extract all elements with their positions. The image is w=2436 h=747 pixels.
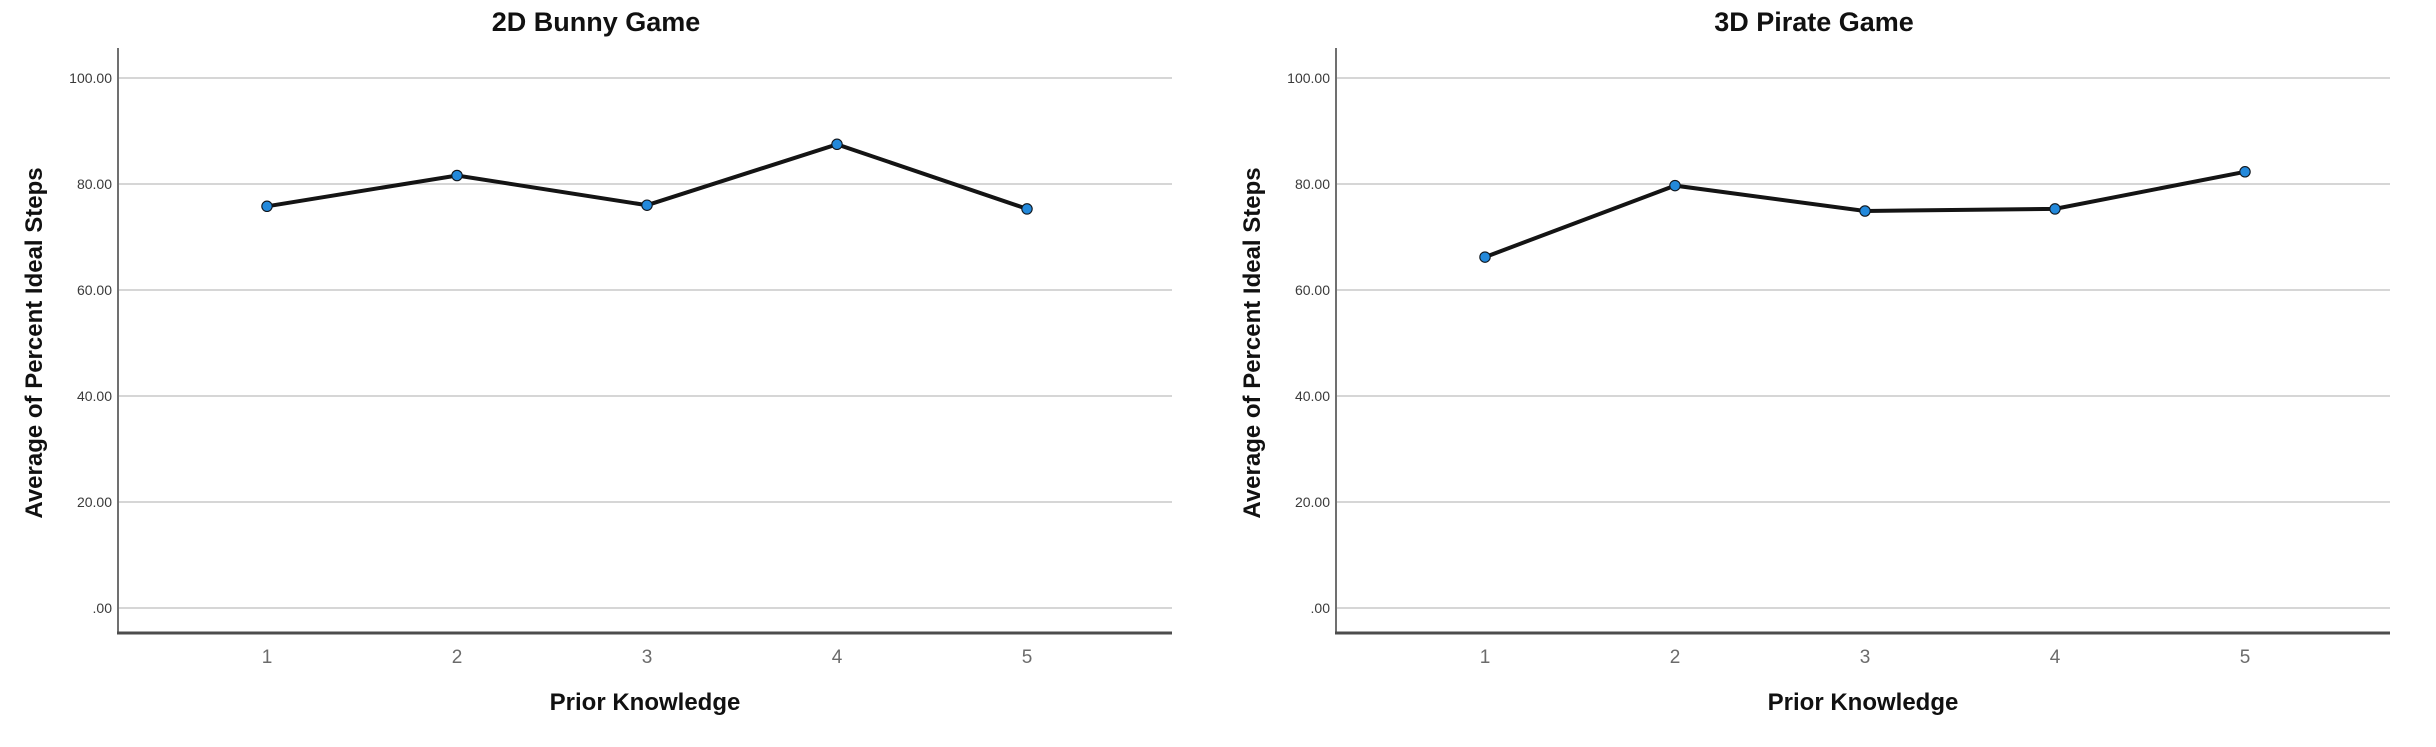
line-chart-3d-pirate-game: .00 20.00 40.00 60.00 80.00 100.00 1 2 3 4 5 3D Pir… — [1239, 7, 2390, 716]
data-point — [2049, 203, 2061, 215]
y-tick-label: 40.00 — [1295, 388, 1330, 404]
y-axis-label: Average of Percent Ideal Steps — [1239, 167, 1266, 518]
chart-title: 3D Pirate Game — [1714, 7, 1914, 37]
x-axis-label: Prior Knowledge — [1768, 689, 1959, 716]
x-tick-label: 1 — [262, 647, 273, 668]
x-tick-label: 1 — [1480, 647, 1491, 668]
x-tick-label: 3 — [642, 647, 653, 668]
chart-title: 2D Bunny Game — [492, 7, 701, 37]
data-point — [451, 169, 463, 182]
y-tick-label: .00 — [1311, 600, 1331, 616]
x-tick-label: 4 — [832, 647, 843, 668]
x-tick-label: 2 — [452, 647, 463, 668]
x-tick-label: 5 — [1022, 647, 1033, 668]
data-point — [1479, 251, 1491, 263]
y-tick-label: 60.00 — [77, 282, 112, 298]
data-line — [266, 142, 1028, 211]
line-chart-2d-bunny-game: .00 20.00 40.00 60.00 80.00 100.00 1 2 3 4 5 2D Bun… — [21, 7, 1172, 716]
y-tick-label: 80.00 — [77, 176, 112, 192]
y-tick-label: 100.00 — [69, 70, 112, 86]
x-tick-label: 5 — [2240, 647, 2251, 668]
x-tick-label: 2 — [1670, 647, 1681, 668]
data-point — [1021, 203, 1033, 215]
data-point — [2239, 166, 2251, 178]
y-tick-label: .00 — [93, 600, 113, 616]
x-tick-label: 3 — [1860, 647, 1871, 668]
data-point — [1859, 205, 1871, 217]
data-point — [641, 199, 653, 211]
chart-panel-2d-bunny-game: .00 20.00 40.00 60.00 80.00 100.00 1 2 3 4 5 2D Bun… — [21, 7, 1172, 716]
y-tick-label: 60.00 — [1295, 282, 1330, 298]
data-point — [1669, 179, 1681, 192]
data-point — [261, 200, 273, 213]
y-tick-label: 80.00 — [1295, 176, 1330, 192]
y-tick-label: 20.00 — [77, 494, 112, 510]
x-tick-label: 4 — [2050, 647, 2061, 668]
chart-panel-3d-pirate-game: .00 20.00 40.00 60.00 80.00 100.00 1 2 3 4 5 3D Pir… — [1218, 0, 2436, 747]
y-tick-label: 40.00 — [77, 388, 112, 404]
y-tick-label: 100.00 — [1287, 70, 1330, 86]
data-point — [831, 138, 843, 151]
x-axis-label: Prior Knowledge — [550, 689, 741, 716]
y-axis-label: Average of Percent Ideal Steps — [21, 167, 48, 518]
y-tick-label: 20.00 — [1295, 494, 1330, 510]
